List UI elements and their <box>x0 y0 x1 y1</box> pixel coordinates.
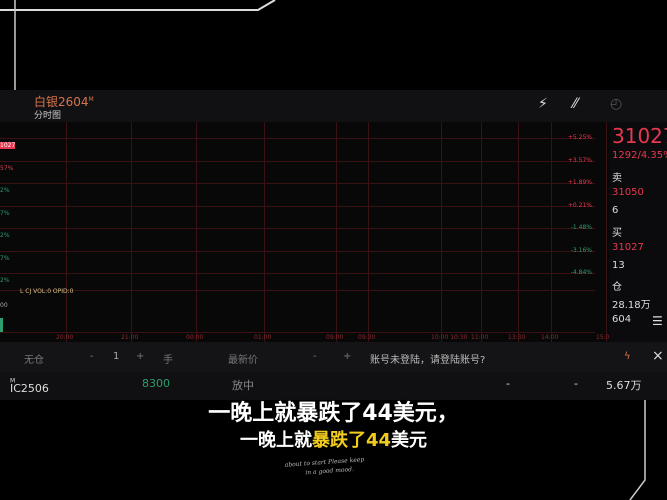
left-axis-label: 7% <box>0 254 10 262</box>
chart-header: 白银2604M 分时图 ⚡ ⁄⁄ ◴ <box>0 90 667 122</box>
left-axis-label: 2% <box>0 277 10 284</box>
draw-icon[interactable]: ⁄⁄ <box>573 96 578 112</box>
right-axis-label: +1.89% <box>567 179 592 186</box>
right-axis-label: -4.84% <box>570 269 592 276</box>
grid-line-v <box>196 122 197 342</box>
grid-line-h <box>0 228 595 229</box>
lightning-order-icon[interactable]: ϟ <box>624 351 631 362</box>
right-axis-label: +3.57% <box>567 156 592 164</box>
price-type-select[interactable]: 最新价 <box>228 355 258 366</box>
buy-price: 31027 <box>612 242 644 253</box>
grid-line-h <box>0 183 595 184</box>
grid-line-v <box>66 122 67 342</box>
time-axis-label: 11:00 <box>471 334 489 341</box>
time-axis-label: 14:00 <box>541 334 559 341</box>
row-field-2: - <box>574 377 578 390</box>
grid-line-h <box>0 250 595 252</box>
position-select[interactable]: 无仓 <box>24 355 44 366</box>
grid-line-v <box>481 122 482 342</box>
left-axis-label: 2% <box>0 232 10 239</box>
grid-line-v <box>131 122 132 342</box>
grid-line-v <box>606 122 607 342</box>
volume-bar <box>0 318 3 332</box>
time-axis-label: 15:00 <box>596 334 614 341</box>
left-bottom-label: 00 <box>0 302 8 309</box>
time-axis-label: 21:00 <box>121 334 139 341</box>
grid-line-h <box>0 332 595 333</box>
time-axis-label: 09:00 <box>326 334 344 341</box>
qty-input[interactable]: 1 <box>113 351 120 362</box>
highlight-caption: 一晚上就暴跌了44美元 <box>239 430 428 451</box>
row-price: 8300 <box>142 377 170 390</box>
chart-type-label: 分时图 <box>34 111 62 121</box>
grid-line-h <box>0 205 595 207</box>
left-axis-label: 2% <box>0 187 10 194</box>
symbol-title[interactable]: 白银2604M <box>34 95 94 109</box>
last-price: 31027 <box>612 124 667 148</box>
right-axis-label: -3.16% <box>570 246 592 254</box>
row-symbol: IC2506 M <box>10 377 49 395</box>
lightning-icon[interactable]: ⚡ <box>538 96 548 112</box>
grid-line-v <box>336 122 337 342</box>
close-button[interactable]: × <box>652 348 664 364</box>
buy-qty: 13 <box>612 260 625 271</box>
qty-minus-button[interactable]: - <box>90 351 94 362</box>
grid-line-v <box>264 122 265 342</box>
time-axis-label: 10:00 10:30 <box>431 334 468 341</box>
left-axis-label: 1027 <box>0 142 16 149</box>
time-share-chart[interactable]: +5.25% +3.57% +1.89% +0.21% -1.48% -3.16% -4.8… <box>0 122 614 342</box>
row-volume: 5.67万 <box>606 379 642 392</box>
grid-line-h <box>0 273 595 274</box>
qty-plus-button[interactable]: + <box>136 351 145 362</box>
grid-line-v <box>368 122 369 342</box>
grid-line-v <box>441 122 442 342</box>
right-axis-label: +5.25% <box>567 134 592 141</box>
indicator-label: L CJ VOL:0 OPID:0 <box>20 288 74 295</box>
buy-label: 买 <box>612 228 622 239</box>
grid-line-v <box>518 122 519 342</box>
time-axis-label: 01:00 <box>254 334 272 341</box>
open-interest-extra: 604 <box>612 314 632 325</box>
price-plus-button[interactable]: + <box>343 351 352 362</box>
time-axis-label: 20:00 <box>56 334 74 341</box>
row-status: 放中 <box>232 379 254 392</box>
open-interest-label: 仓 <box>612 282 622 293</box>
right-axis-label: +0.21% <box>567 201 592 209</box>
time-axis-label: 13:30 <box>508 334 526 341</box>
quote-panel: 31027 1292/4.35% 卖 31050 6 买 31027 13 仓 … <box>610 122 667 342</box>
grid-line-h <box>0 138 595 139</box>
time-axis-label: 00:00 <box>186 334 204 341</box>
right-axis-label: -1.48% <box>570 224 592 231</box>
sell-price: 31050 <box>612 187 644 198</box>
left-axis-label: 57% <box>0 164 14 172</box>
grid-line-v <box>551 122 552 342</box>
unit-label: 手 <box>163 355 173 366</box>
price-change: 1292/4.35% <box>612 150 667 161</box>
trading-app: 白银2604M 分时图 ⚡ ⁄⁄ ◴ +5.25% +3.57% +1.89% +0.… <box>0 90 667 400</box>
price-minus-button[interactable]: - <box>313 351 317 362</box>
time-axis-label: 09:30 <box>358 334 376 341</box>
clock-icon[interactable]: ◴ <box>610 96 623 112</box>
login-prompt[interactable]: 账号未登陆，请登陆账号? <box>370 355 486 366</box>
sell-qty: 6 <box>612 205 619 216</box>
subtitle-caption: 一晚上就暴跌了44美元， <box>208 401 459 426</box>
row-field-1: - <box>506 377 510 390</box>
open-interest-value: 28.18万 <box>612 300 651 311</box>
watchlist-row[interactable]: IC2506 M 8300 放中 - - 5.67万 <box>0 372 667 400</box>
order-bar: 无仓 - 1 + 手 最新价 - + 账号未登陆，请登陆账号? ϟ × <box>0 342 667 372</box>
grid-line-h <box>0 290 595 291</box>
sell-label: 卖 <box>612 173 622 184</box>
left-axis-label: 7% <box>0 209 10 217</box>
grid-line-h <box>0 160 595 162</box>
menu-icon[interactable]: ☰ <box>652 314 663 328</box>
